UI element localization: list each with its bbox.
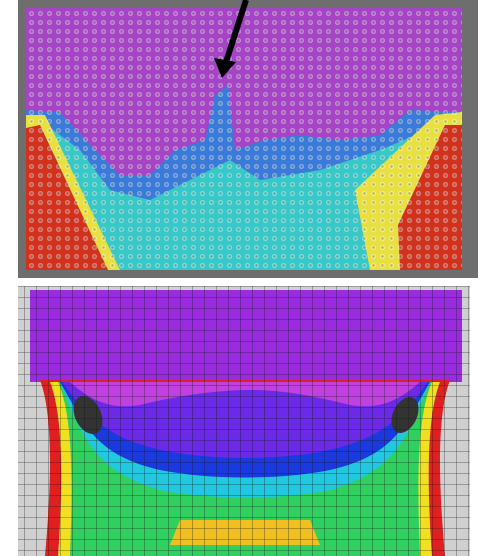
dot-grid — [26, 8, 462, 270]
mesh — [18, 286, 470, 556]
experiment-panel — [18, 0, 478, 278]
simulation-panel — [18, 286, 470, 556]
figure — [0, 0, 485, 556]
